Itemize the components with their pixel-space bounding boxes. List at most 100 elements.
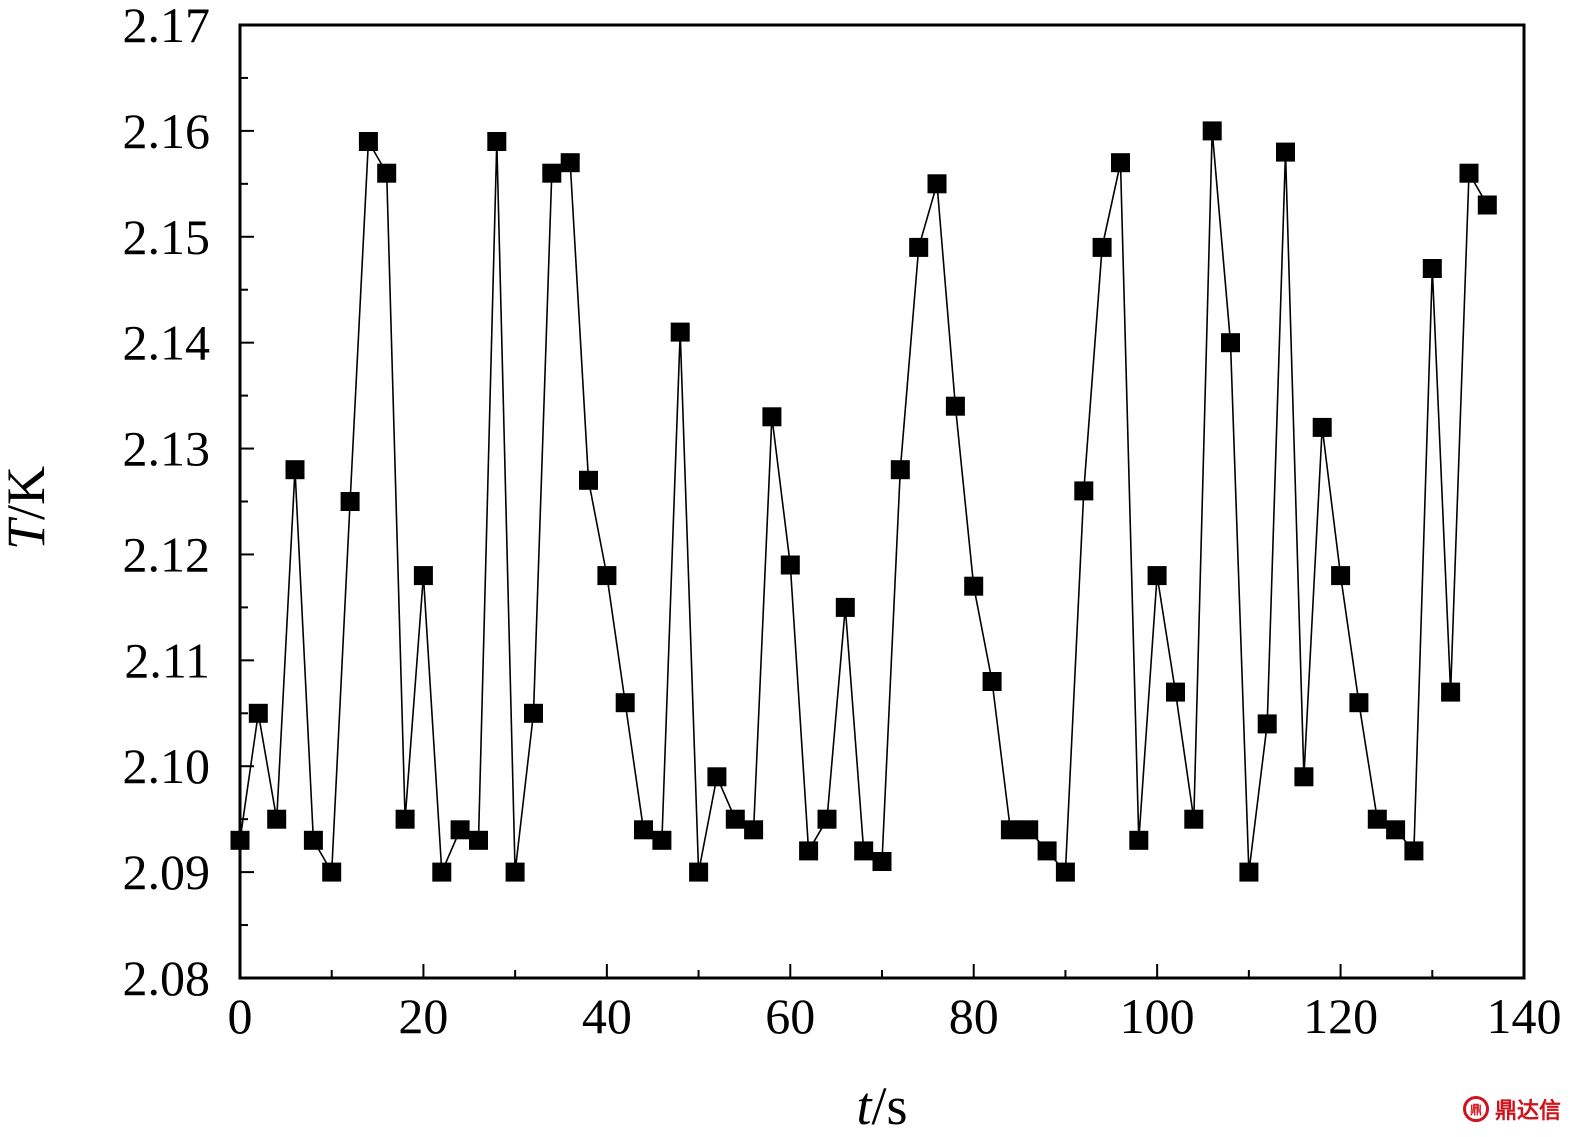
data-point [780,555,800,575]
watermark-text: 鼎达信 [1494,1099,1561,1124]
data-point [1092,237,1112,257]
data-point [1221,333,1240,353]
data-point [652,830,672,850]
data-point [1257,714,1277,734]
data-point [1441,682,1461,702]
y-tick-label: 2.09 [123,844,211,900]
data-point [1166,682,1185,702]
watermark-logo-icon: 鼎 [1462,1096,1489,1122]
y-tick-label: 2.14 [123,315,211,371]
data-point [1367,809,1387,829]
data-point [358,132,378,151]
x-tick-label: 60 [765,988,815,1044]
data-point [487,132,507,151]
y-tick-label: 2.10 [123,738,211,794]
data-point [1386,820,1406,840]
data-point [248,703,268,723]
data-point [505,862,525,882]
data-point [817,809,837,829]
data-point [303,830,323,850]
data-point [1019,820,1039,840]
data-point [524,703,543,723]
y-axis-unit: /K [0,466,56,520]
data-line [239,130,1488,875]
data-point [285,460,305,480]
data-point [469,830,488,850]
y-tick-label: 2.11 [124,632,210,688]
data-point [799,841,819,861]
data-point [927,174,947,194]
y-axis-symbol: T [0,516,56,550]
data-point [1184,809,1204,829]
data-point [322,862,342,882]
data-point [377,163,397,183]
data-point [1276,142,1295,162]
series-line [239,130,1488,875]
data-point [1055,862,1075,882]
data-point [670,322,690,342]
watermark: 鼎 鼎达信 [1462,1093,1561,1125]
x-axis: 0 20 40 60 80 100 120 140 [228,964,1562,1044]
data-point [872,852,892,871]
data-point [560,153,580,173]
x-axis-unit: /s [871,1076,907,1136]
y-tick-label: 2.12 [123,526,211,582]
data-point [230,830,250,850]
data-point [762,407,782,427]
data-point [835,597,855,617]
data-point [1404,841,1424,861]
data-point [395,809,415,829]
data-point [964,576,984,596]
y-tick-label: 2.13 [123,421,211,477]
y-tick-label: 2.08 [123,950,211,1006]
x-axis-symbol: t [856,1076,873,1136]
y-tick-label: 2.17 [123,0,211,53]
data-point [1111,153,1130,173]
data-point [267,809,287,829]
data-point [597,566,617,586]
data-point [579,470,598,490]
data-point [1349,693,1369,713]
data-point [542,163,562,183]
x-tick-label: 20 [398,988,448,1044]
x-tick-label: 120 [1303,988,1378,1044]
data-point [1000,820,1020,840]
data-point [1129,830,1149,850]
data-point [413,566,433,586]
data-point [854,841,874,861]
x-tick-label: 40 [582,988,632,1044]
data-point [450,820,470,840]
data-point [1037,841,1057,861]
x-tick-label: 140 [1487,988,1562,1044]
data-point [1477,195,1497,215]
data-point [725,809,745,829]
data-point [909,237,929,257]
data-point [1239,862,1259,882]
data-point [890,460,910,480]
y-axis: 2.08 2.09 2.10 2.11 2.12 2.13 2.14 2.15 2.16 2.17 [123,0,254,1006]
data-point [340,492,360,511]
x-tick-label: 80 [949,988,999,1044]
data-point [744,820,764,840]
x-axis-title: t/s [856,1076,907,1136]
data-point [945,396,965,416]
y-tick-label: 2.15 [123,209,211,265]
data-point [634,820,653,840]
y-axis-title: T/K [0,466,56,550]
data-point [982,672,1002,691]
data-point [1147,566,1167,586]
data-point [1074,481,1094,501]
data-point [615,693,635,713]
y-tick-label: 2.16 [123,103,211,159]
data-point [1331,566,1351,586]
x-tick-label: 0 [228,988,253,1044]
data-point [1312,417,1332,437]
data-point [432,862,452,882]
series-points [230,121,1497,882]
data-point [707,767,727,787]
data-point [1202,121,1222,141]
data-point [689,862,709,882]
data-point [1459,163,1479,183]
data-point [1422,259,1442,278]
